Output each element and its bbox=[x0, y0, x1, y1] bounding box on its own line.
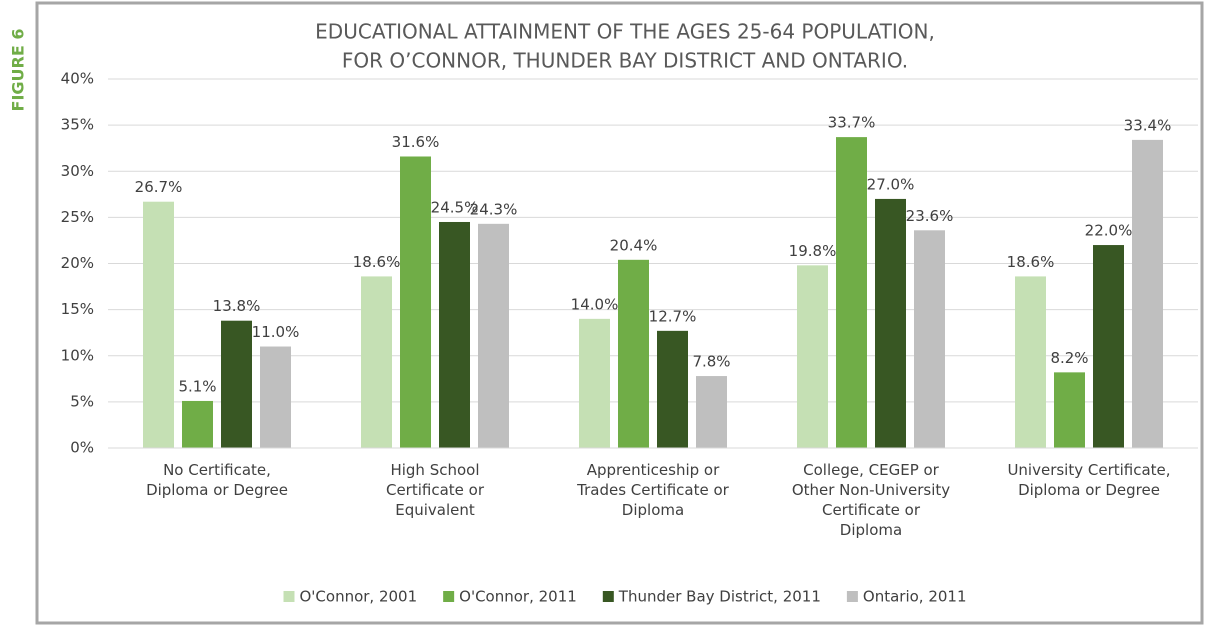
bar bbox=[439, 221, 470, 448]
data-label: 7.8% bbox=[692, 353, 730, 371]
bar bbox=[1132, 139, 1163, 448]
chart-title: FOR O’CONNOR, THUNDER BAY DISTRICT AND O… bbox=[342, 49, 908, 73]
data-label: 22.0% bbox=[1085, 222, 1133, 240]
bar bbox=[914, 230, 945, 448]
data-label: 13.8% bbox=[213, 297, 261, 315]
data-label: 12.7% bbox=[649, 307, 697, 325]
frame bbox=[35, 1, 1204, 625]
bar bbox=[400, 156, 431, 449]
bar bbox=[361, 276, 392, 448]
bar bbox=[618, 259, 649, 448]
data-label: 26.7% bbox=[135, 178, 183, 196]
data-label: 18.6% bbox=[1007, 253, 1055, 271]
legend-swatch bbox=[846, 591, 858, 602]
x-tick-label: High School Certificate or Equivalent bbox=[385, 461, 485, 519]
bar bbox=[797, 265, 828, 448]
y-tick-label: 0% bbox=[70, 439, 94, 457]
data-label: 18.6% bbox=[353, 253, 401, 271]
x-tick-label: Apprenticeship or Trades Certificate or … bbox=[577, 461, 729, 519]
bar bbox=[1093, 245, 1124, 448]
y-tick-label: 40% bbox=[61, 70, 94, 88]
x-tick-label: University Certificate, Diploma or Degre… bbox=[1007, 461, 1171, 499]
bar bbox=[1054, 372, 1085, 448]
legend-label: Ontario, 2011 bbox=[863, 588, 967, 606]
data-label: 20.4% bbox=[610, 236, 658, 254]
y-tick-label: 35% bbox=[61, 116, 94, 134]
data-label: 14.0% bbox=[571, 295, 619, 313]
legend-label: O'Connor, 2001 bbox=[299, 588, 417, 606]
y-tick-label: 10% bbox=[61, 346, 94, 364]
chart-title: EDUCATIONAL ATTAINMENT OF THE AGES 25-64… bbox=[315, 20, 935, 44]
y-tick-label: 15% bbox=[61, 300, 94, 318]
y-tick-label: 20% bbox=[61, 254, 94, 272]
legend-swatch bbox=[443, 591, 455, 602]
bar bbox=[579, 318, 610, 448]
bar bbox=[875, 198, 906, 448]
data-label: 11.0% bbox=[252, 323, 300, 341]
bar bbox=[182, 400, 213, 448]
data-label: 23.6% bbox=[906, 207, 954, 225]
data-label: 24.5% bbox=[431, 198, 479, 216]
data-label: 33.4% bbox=[1124, 116, 1172, 134]
bar bbox=[1015, 276, 1046, 448]
data-label: 27.0% bbox=[867, 175, 915, 193]
data-label: 19.8% bbox=[789, 242, 837, 260]
figure-label: FIGURE 6 bbox=[9, 29, 28, 112]
data-label: 8.2% bbox=[1050, 349, 1088, 367]
data-label: 33.7% bbox=[828, 114, 876, 132]
data-label: 24.3% bbox=[470, 200, 518, 218]
bar bbox=[260, 346, 291, 448]
legend-label: Thunder Bay District, 2011 bbox=[618, 588, 821, 606]
data-label: 31.6% bbox=[392, 133, 440, 151]
data-label: 5.1% bbox=[178, 377, 216, 395]
bar bbox=[836, 137, 867, 448]
bar bbox=[143, 201, 174, 448]
y-tick-label: 30% bbox=[61, 162, 94, 180]
legend-swatch bbox=[602, 591, 614, 602]
x-tick-label: No Certificate, Diploma or Degree bbox=[146, 461, 288, 499]
legend-label: O'Connor, 2011 bbox=[459, 588, 577, 606]
y-tick-label: 5% bbox=[70, 392, 94, 410]
bar bbox=[221, 320, 252, 448]
x-tick-label: College, CEGEP or Other Non-University C… bbox=[791, 461, 951, 539]
bar bbox=[657, 330, 688, 448]
y-tick-label: 25% bbox=[61, 208, 94, 226]
bar bbox=[478, 223, 509, 448]
bar bbox=[696, 376, 727, 448]
legend-swatch bbox=[283, 591, 295, 602]
